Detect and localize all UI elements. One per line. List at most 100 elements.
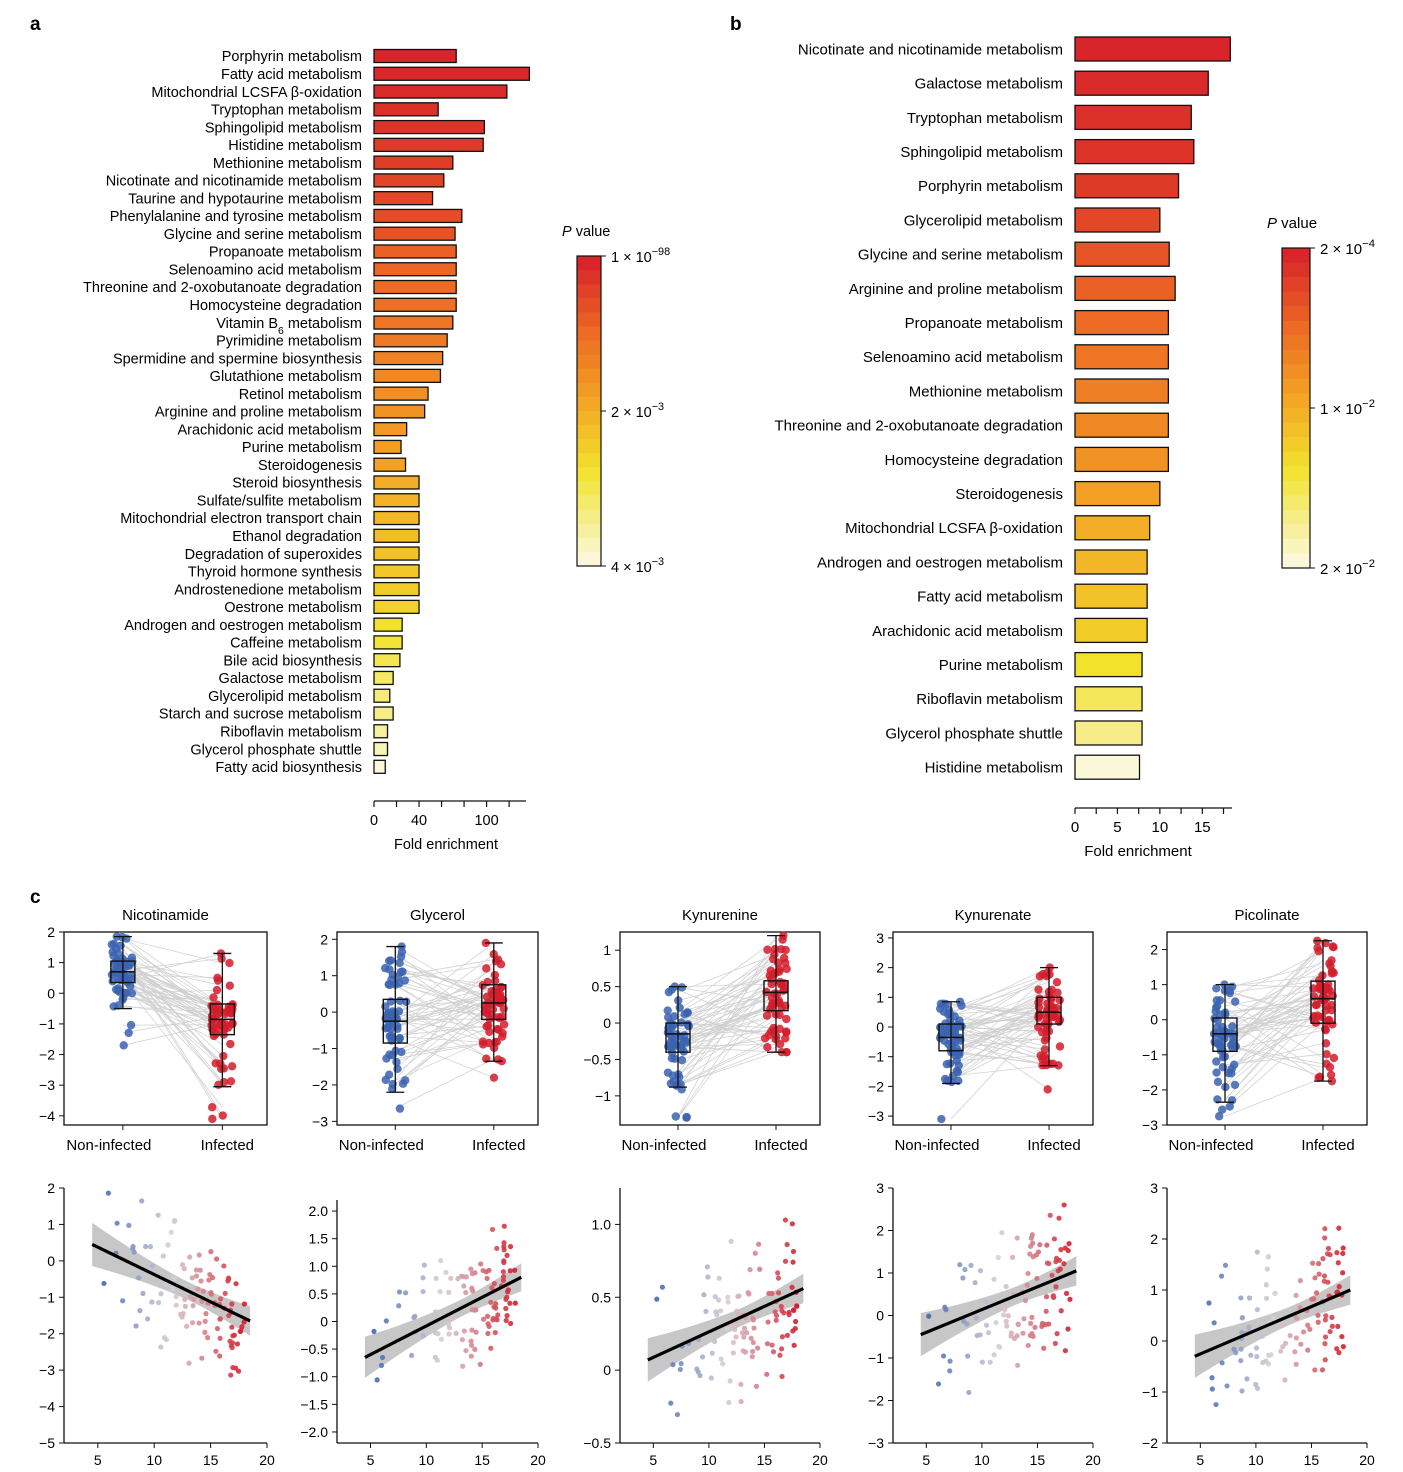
box-plot-title: Picolinate: [1234, 907, 1299, 924]
paired-line: [950, 1009, 1050, 1057]
scatter-point: [500, 1274, 507, 1280]
infected-point: [208, 1114, 217, 1124]
confidence-band: [364, 1263, 522, 1379]
paired-line: [677, 1046, 777, 1087]
infected-point: [482, 964, 491, 973]
box-plot-frame: [892, 931, 1094, 1126]
scatter-point: [105, 1190, 111, 1196]
scatter-point: [965, 1353, 971, 1359]
scatter-point: [730, 1339, 736, 1346]
scatter-point: [1259, 1333, 1265, 1339]
scatter-point: [1254, 1385, 1261, 1391]
bar: [1074, 275, 1176, 302]
paired-line: [1224, 946, 1324, 1083]
paired-line: [677, 957, 777, 1014]
scatter-point: [120, 1298, 126, 1304]
colorbar-tick-label: 2 × 10−4: [1320, 238, 1375, 258]
bar: [373, 226, 456, 241]
bar: [373, 350, 444, 366]
bar-label: Thyroid hormone synthesis: [188, 565, 362, 581]
paired-line: [1224, 940, 1324, 1057]
infected-point: [1325, 959, 1334, 968]
infected-point: [209, 993, 218, 1002]
scatter-point: [1270, 1315, 1277, 1321]
scatter-point: [1239, 1330, 1245, 1336]
scatter-point: [490, 1315, 496, 1322]
bar: [373, 66, 531, 81]
infected-point: [481, 1005, 491, 1014]
bar-label: Glycine and serine metabolism: [164, 227, 362, 243]
bar: [373, 191, 434, 206]
scatter-point: [765, 1319, 771, 1325]
non-infected-point: [119, 959, 128, 968]
non-infected-point: [126, 981, 135, 991]
paired-line: [677, 1032, 777, 1061]
paired-line: [950, 1055, 1050, 1062]
scatter-point: [999, 1230, 1005, 1236]
paired-line: [122, 978, 223, 1064]
scatter-point: [478, 1261, 484, 1267]
bar: [1074, 754, 1141, 780]
infected-point: [770, 944, 780, 954]
infected-point: [218, 1111, 227, 1120]
scatter-point: [492, 1329, 498, 1336]
paired-line: [1224, 942, 1324, 1058]
scatter-point: [1042, 1322, 1049, 1328]
scatter-point: [793, 1318, 799, 1325]
scatter-point: [1293, 1361, 1299, 1367]
colorbar-title: P value: [1267, 215, 1317, 232]
paired-line: [395, 1001, 494, 1018]
non-infected-box: [665, 1022, 691, 1053]
scatter-point: [503, 1296, 509, 1302]
bar: [373, 137, 484, 153]
scatter-point: [782, 1258, 789, 1264]
paired-line: [395, 1012, 494, 1045]
scatter-point: [463, 1289, 469, 1296]
x-tick-label: 10: [419, 1452, 435, 1468]
y-tick-label: −1: [1142, 1384, 1158, 1400]
regression-line: [920, 1269, 1077, 1337]
non-infected-point: [950, 1027, 959, 1036]
paired-line: [677, 984, 777, 1013]
paired-line: [950, 1024, 1050, 1065]
y-tick-label: −1: [868, 1350, 884, 1366]
paired-line: [395, 1001, 494, 1017]
scatter-point: [149, 1299, 155, 1305]
bar: [373, 635, 403, 650]
scatter-point: [396, 1289, 403, 1295]
non-infected-point: [1217, 1105, 1227, 1114]
scatter-point: [214, 1256, 220, 1262]
colorbar-swatch: [1282, 248, 1310, 264]
scatter-point: [943, 1307, 949, 1313]
non-infected-point: [1214, 1112, 1224, 1121]
y-tick-label: 1: [1150, 977, 1158, 993]
paired-line: [395, 999, 495, 1090]
scatter-point: [446, 1289, 452, 1295]
scatter-point: [488, 1299, 494, 1306]
bar-label: Porphyrin metabolism: [918, 178, 1063, 195]
scatter-point: [448, 1316, 454, 1322]
scatter-point: [491, 1281, 497, 1287]
colorbar-swatch: [577, 453, 601, 468]
bar: [1074, 309, 1170, 336]
scatter-point: [446, 1331, 452, 1337]
scatter-point: [420, 1275, 426, 1281]
scatter-point: [750, 1339, 756, 1346]
infected-point: [1322, 1059, 1331, 1069]
box-plot-title: Kynurenate: [955, 907, 1032, 924]
colorbar-swatch: [577, 340, 601, 356]
paired-line: [1224, 946, 1324, 1032]
scatter-point: [187, 1293, 193, 1299]
scatter-point: [459, 1337, 465, 1343]
infected-point: [226, 1009, 236, 1018]
bar: [1074, 515, 1151, 541]
scatter-point: [1239, 1315, 1246, 1321]
panel-label-c: c: [30, 887, 41, 908]
scatter-point: [746, 1291, 752, 1297]
scatter-point: [1321, 1273, 1328, 1279]
scatter-point: [500, 1277, 507, 1284]
scatter-point: [1003, 1318, 1009, 1324]
bar-label: Purine metabolism: [242, 440, 362, 456]
scatter-point: [1340, 1270, 1346, 1276]
scatter-point: [155, 1300, 162, 1306]
